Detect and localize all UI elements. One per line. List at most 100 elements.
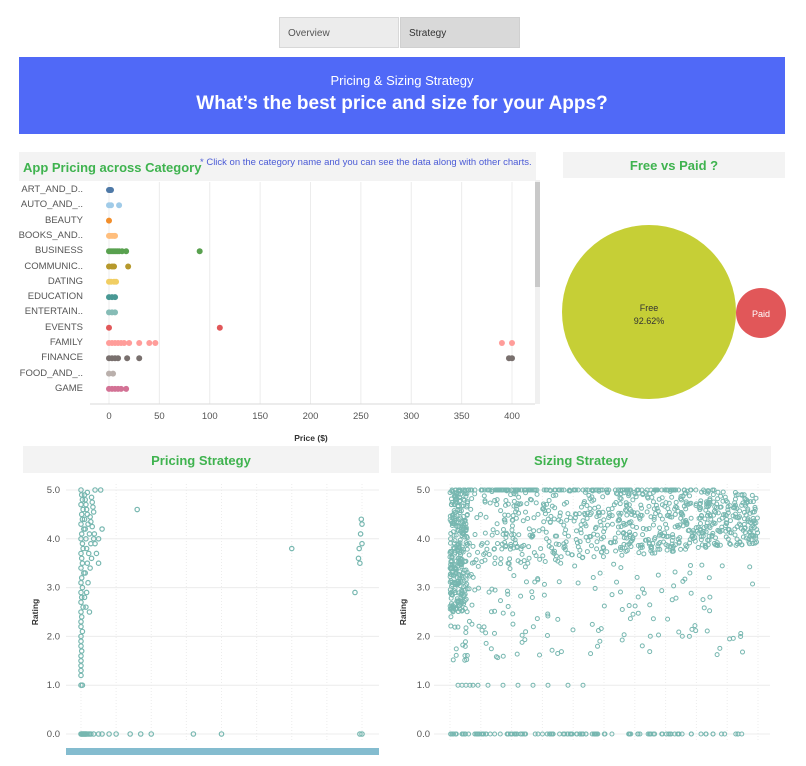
- sizing-point[interactable]: [683, 501, 689, 507]
- sizing-point[interactable]: [450, 657, 456, 663]
- sizing-point[interactable]: [723, 534, 729, 540]
- pricing-point[interactable]: [78, 565, 84, 571]
- sizing-point[interactable]: [640, 532, 646, 538]
- sizing-point[interactable]: [483, 514, 489, 520]
- sizing-point[interactable]: [632, 603, 638, 609]
- sizing-point[interactable]: [505, 603, 511, 609]
- pricing-point[interactable]: [86, 531, 93, 537]
- sizing-point[interactable]: [541, 592, 547, 598]
- sizing-point[interactable]: [527, 496, 533, 502]
- sizing-point[interactable]: [698, 731, 704, 737]
- sizing-point[interactable]: [752, 506, 758, 512]
- sizing-point[interactable]: [457, 537, 463, 543]
- sizing-point[interactable]: [652, 535, 658, 541]
- sizing-point[interactable]: [555, 650, 561, 656]
- sizing-point[interactable]: [720, 498, 726, 504]
- sizing-point[interactable]: [706, 533, 712, 539]
- sizing-point[interactable]: [700, 597, 706, 603]
- sizing-point[interactable]: [512, 540, 518, 546]
- sizing-point[interactable]: [659, 588, 665, 594]
- pricing-point[interactable]: [357, 731, 363, 737]
- sizing-point[interactable]: [635, 594, 641, 600]
- pricing-point[interactable]: [79, 516, 86, 523]
- sizing-point[interactable]: [706, 575, 712, 581]
- sizing-point[interactable]: [628, 544, 634, 550]
- pricing-point[interactable]: [79, 560, 86, 567]
- sizing-point[interactable]: [623, 487, 629, 493]
- category-label[interactable]: EVENTS: [44, 321, 83, 333]
- category-label[interactable]: ART_AND_D..: [21, 184, 83, 195]
- sizing-point[interactable]: [725, 507, 731, 513]
- sizing-point[interactable]: [556, 579, 562, 585]
- sizing-point[interactable]: [707, 525, 713, 531]
- pricing-point[interactable]: [80, 506, 86, 513]
- sizing-point[interactable]: [695, 545, 701, 551]
- sizing-point[interactable]: [592, 505, 598, 511]
- sizing-point[interactable]: [698, 498, 704, 504]
- sizing-point[interactable]: [514, 651, 520, 657]
- sizing-point[interactable]: [466, 586, 472, 592]
- sizing-point[interactable]: [458, 591, 464, 597]
- sizing-point[interactable]: [513, 515, 519, 521]
- pricing-point[interactable]: [78, 579, 84, 586]
- pricing-point[interactable]: [87, 565, 93, 571]
- sizing-point[interactable]: [672, 569, 678, 575]
- sizing-point[interactable]: [466, 618, 472, 624]
- sizing-point[interactable]: [588, 651, 594, 657]
- sizing-point[interactable]: [463, 493, 469, 499]
- sizing-point[interactable]: [746, 539, 752, 545]
- sizing-point[interactable]: [561, 487, 567, 493]
- sizing-point[interactable]: [687, 570, 693, 576]
- category-label[interactable]: ENTERTAIN..: [24, 306, 83, 318]
- sizing-point[interactable]: [561, 541, 567, 547]
- sizing-point[interactable]: [750, 532, 756, 538]
- sizing-point[interactable]: [650, 489, 656, 495]
- sizing-point[interactable]: [532, 731, 538, 737]
- sizing-point[interactable]: [489, 586, 495, 592]
- sizing-point[interactable]: [484, 487, 490, 493]
- sizing-point[interactable]: [448, 530, 454, 536]
- sizing-point[interactable]: [475, 549, 481, 555]
- price-point[interactable]: [110, 370, 117, 377]
- sizing-point[interactable]: [460, 570, 466, 576]
- sizing-point[interactable]: [745, 506, 751, 512]
- pricing-point[interactable]: [95, 536, 102, 542]
- sizing-point[interactable]: [619, 552, 625, 558]
- sizing-point[interactable]: [567, 731, 573, 737]
- sizing-point[interactable]: [557, 510, 563, 516]
- price-point[interactable]: [106, 324, 112, 331]
- sizing-point[interactable]: [460, 607, 466, 613]
- sizing-point[interactable]: [618, 491, 624, 497]
- sizing-point[interactable]: [589, 494, 595, 500]
- sizing-point[interactable]: [641, 590, 647, 596]
- sizing-point[interactable]: [522, 731, 528, 737]
- pricing-point[interactable]: [82, 570, 89, 576]
- sizing-point[interactable]: [457, 487, 463, 493]
- sizing-point[interactable]: [677, 535, 683, 541]
- sizing-point[interactable]: [678, 546, 684, 552]
- pricing-point[interactable]: [85, 550, 92, 557]
- sizing-point[interactable]: [624, 512, 630, 518]
- sizing-point[interactable]: [720, 489, 726, 495]
- sizing-point[interactable]: [469, 621, 475, 627]
- sizing-point[interactable]: [710, 521, 716, 527]
- sizing-point[interactable]: [500, 682, 506, 688]
- sizing-point[interactable]: [643, 526, 649, 532]
- sizing-point[interactable]: [459, 731, 465, 737]
- sizing-point[interactable]: [679, 511, 685, 517]
- sizing-point[interactable]: [595, 628, 601, 634]
- price-point[interactable]: [112, 294, 119, 301]
- sizing-point[interactable]: [647, 633, 653, 639]
- sizing-point[interactable]: [702, 542, 708, 548]
- sizing-point[interactable]: [458, 601, 464, 607]
- sizing-point[interactable]: [485, 682, 491, 688]
- sizing-point[interactable]: [702, 516, 708, 522]
- sizing-point[interactable]: [461, 599, 467, 605]
- category-label[interactable]: FOOD_AND_..: [19, 367, 83, 379]
- category-label[interactable]: DATING: [47, 275, 83, 287]
- pricing-point[interactable]: [92, 487, 98, 493]
- sizing-point[interactable]: [663, 731, 669, 737]
- sizing-point[interactable]: [466, 552, 472, 558]
- sizing-point[interactable]: [448, 502, 454, 508]
- sizing-point[interactable]: [624, 508, 630, 514]
